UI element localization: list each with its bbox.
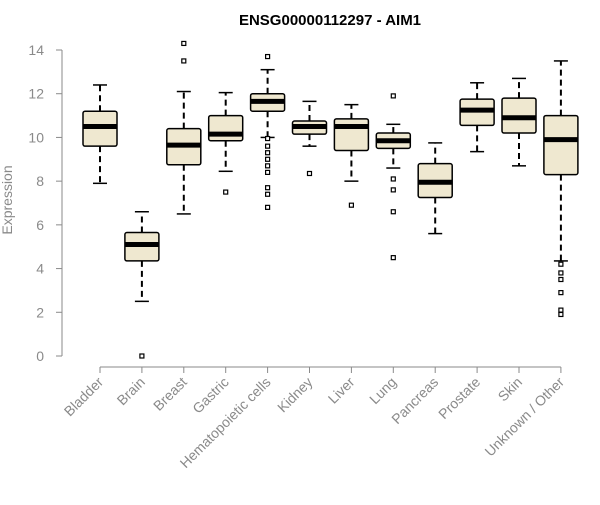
outlier-point	[265, 53, 271, 60]
box-group	[291, 100, 328, 177]
y-tick-label: 0	[36, 348, 44, 364]
outlier-point	[265, 204, 271, 210]
outlier-point	[558, 270, 564, 276]
boxes-layer	[82, 40, 579, 359]
outlier-point	[265, 163, 271, 169]
box-group	[249, 53, 286, 210]
outlier-point	[558, 307, 564, 313]
outlier-point	[265, 135, 271, 142]
outlier-point	[265, 191, 271, 197]
x-tick-label: Skin	[495, 374, 526, 405]
box-group	[166, 40, 202, 215]
x-tick-label: Lung	[366, 374, 399, 407]
outlier-point	[306, 170, 313, 177]
box-group	[333, 103, 370, 208]
outlier-point	[390, 255, 396, 261]
box-group	[207, 91, 244, 195]
box-group	[459, 82, 495, 153]
outlier-point	[265, 150, 271, 156]
x-tick-label: Pancreas	[388, 374, 441, 427]
outlier-point	[348, 202, 354, 208]
box-group	[417, 142, 453, 235]
box-group	[501, 77, 537, 167]
x-tick-label: Prostate	[435, 374, 483, 422]
x-tick-label: Kidney	[274, 374, 316, 416]
y-tick-label: 2	[36, 304, 44, 320]
y-tick-label: 12	[28, 86, 44, 102]
x-tick-label: Bladder	[61, 374, 107, 420]
outlier-point	[265, 143, 271, 149]
box	[207, 114, 244, 142]
x-tick-label: Breast	[150, 374, 190, 414]
outlier-point	[265, 185, 271, 191]
outlier-point	[558, 290, 564, 296]
y-tick-label: 14	[28, 42, 44, 58]
x-tick-label: Brain	[114, 374, 148, 408]
box-group	[375, 93, 412, 261]
x-tick-label: Unknown / Other	[481, 374, 567, 460]
outlier-point	[558, 311, 564, 318]
outlier-point	[181, 40, 187, 47]
outlier-point	[265, 169, 271, 175]
outlier-point	[390, 93, 396, 99]
outlier-point	[390, 187, 396, 193]
box	[543, 114, 579, 176]
x-tick-label: Liver	[325, 374, 358, 407]
outlier-point	[390, 176, 396, 182]
box-group	[82, 84, 118, 185]
y-tick-label: 10	[28, 129, 44, 145]
outlier-point	[139, 353, 145, 359]
outlier-point	[265, 156, 271, 162]
y-axis-label: Expression	[0, 165, 15, 234]
outlier-point	[558, 276, 564, 283]
box-group	[543, 60, 579, 318]
y-tick-label: 6	[36, 217, 44, 233]
y-tick-label: 4	[36, 261, 44, 277]
y-axis: 0 2 4 6 8 10 12 14	[28, 42, 63, 364]
y-tick-label: 8	[36, 173, 44, 189]
outlier-point	[390, 209, 396, 215]
box-group	[124, 210, 160, 359]
chart-title: ENSG00000112297 - AIM1	[239, 12, 421, 29]
box	[333, 118, 370, 152]
outlier-point	[558, 261, 564, 267]
outlier-point	[223, 189, 229, 195]
outlier-point	[181, 58, 187, 64]
